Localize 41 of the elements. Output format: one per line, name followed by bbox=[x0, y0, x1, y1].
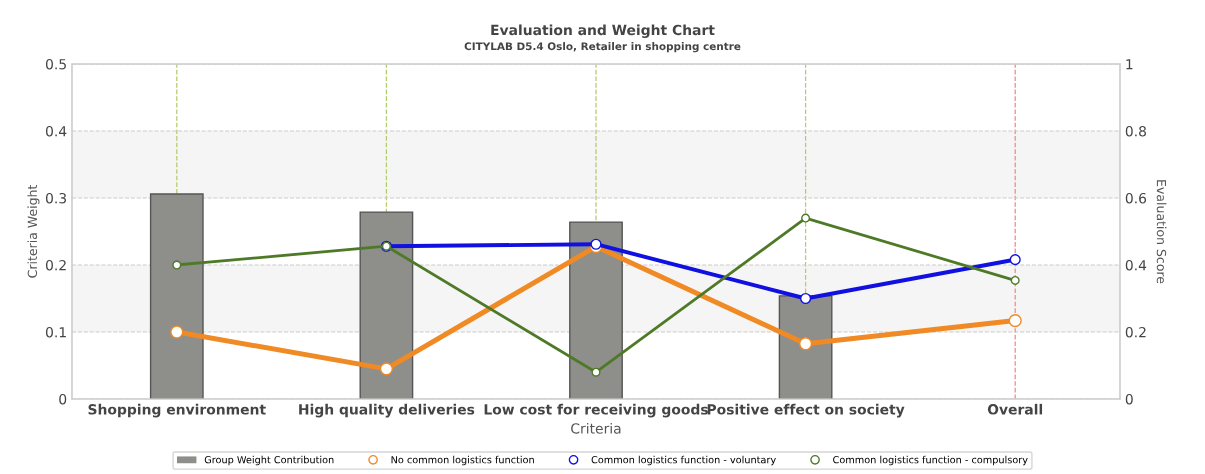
legend-label: No common logistics function bbox=[391, 455, 534, 466]
y-tick-label: 0.5 bbox=[45, 58, 66, 70]
bar bbox=[569, 221, 623, 399]
y-tick-label: 0 bbox=[59, 393, 67, 405]
x-tick-label: Positive effect on society bbox=[707, 403, 905, 418]
x-tick-label: Low cost for receiving goods bbox=[484, 403, 708, 418]
y2-axis-title: Evaluation Score bbox=[1156, 180, 1167, 284]
y2-tick-label: 0.8 bbox=[1125, 125, 1146, 137]
chart-subtitle: CITYLAB D5.4 Oslo, Retailer in shopping centre bbox=[464, 42, 741, 53]
point bbox=[379, 362, 393, 376]
point bbox=[590, 238, 602, 250]
y-tick-label: 0.1 bbox=[45, 326, 66, 338]
bar bbox=[778, 295, 833, 399]
point bbox=[172, 260, 182, 270]
point bbox=[800, 292, 812, 305]
x-axis-title: Criteria bbox=[571, 422, 621, 434]
point bbox=[170, 325, 184, 339]
legend-label: Common logistics function - voluntary bbox=[591, 455, 776, 466]
point bbox=[1010, 275, 1020, 285]
point bbox=[1008, 314, 1022, 328]
y-tick-label: 0.2 bbox=[45, 259, 66, 271]
bar bbox=[149, 193, 204, 399]
y-tick-label: 0.4 bbox=[45, 125, 67, 137]
y2-tick-label: 0.2 bbox=[1125, 326, 1146, 338]
point bbox=[591, 367, 601, 377]
x-tick-label: Shopping environment bbox=[88, 403, 266, 418]
bar bbox=[359, 211, 414, 399]
chart-title: Evaluation and Weight Chart bbox=[491, 24, 715, 38]
point bbox=[801, 213, 811, 223]
y2-tick-label: 0.4 bbox=[1125, 259, 1147, 271]
y2-tick-label: 0.6 bbox=[1125, 192, 1147, 204]
x-tick-label: High quality deliveries bbox=[299, 403, 475, 418]
y-axis-title: Criteria Weight bbox=[27, 184, 40, 278]
point bbox=[1009, 254, 1021, 266]
y2-tick-label: 1 bbox=[1126, 59, 1133, 70]
point bbox=[799, 337, 813, 351]
x-tick-label: Overall bbox=[987, 403, 1043, 415]
y2-tick-label: 0 bbox=[1125, 393, 1133, 405]
y-tick-label: 0.3 bbox=[45, 192, 67, 204]
legend-label: Common logistics function - compulsory bbox=[833, 455, 1028, 466]
legend-label: Group Weight Contribution bbox=[204, 455, 334, 466]
